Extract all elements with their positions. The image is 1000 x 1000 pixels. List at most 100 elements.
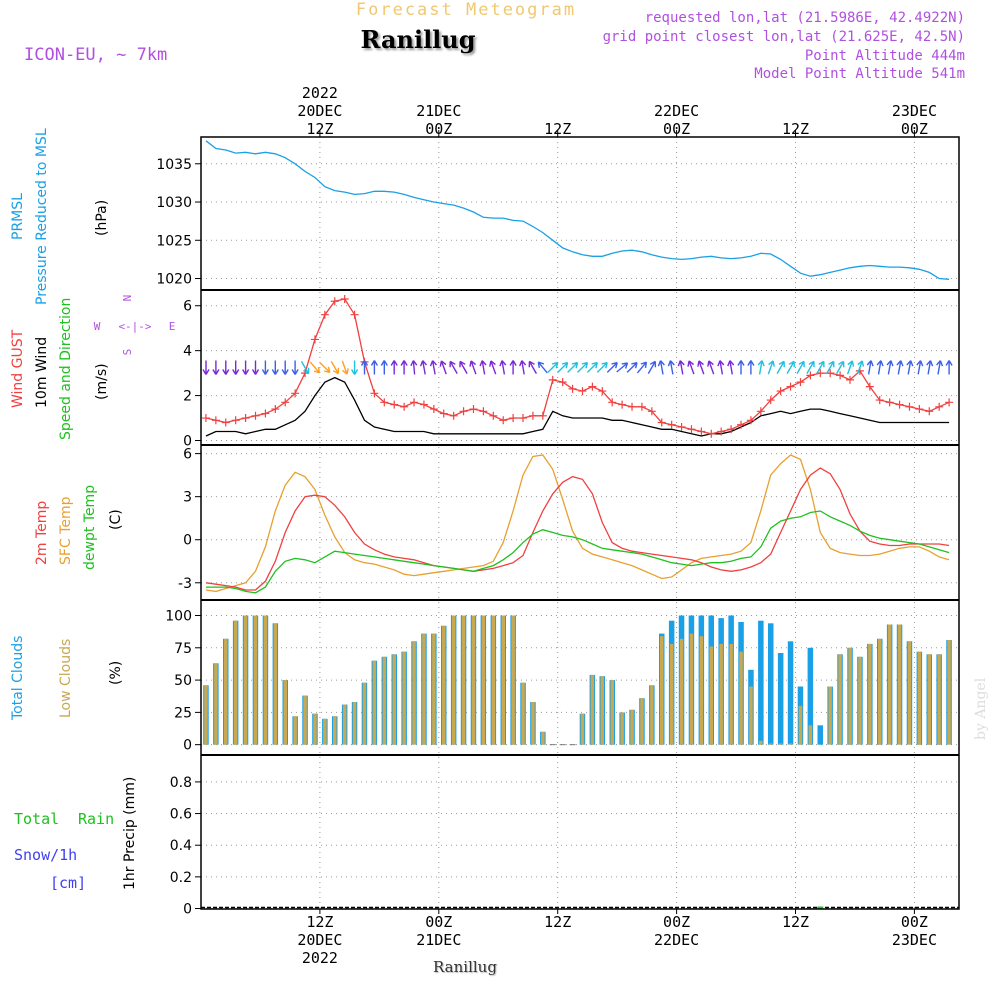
- wind-gust-marker: [697, 427, 706, 436]
- wind-gust-marker: [271, 405, 280, 414]
- wind-direction-arrow: [469, 360, 477, 375]
- time-label-bottom: 00Z: [901, 913, 928, 931]
- low-cloud-bar: [759, 740, 763, 745]
- low-cloud-bar: [917, 651, 922, 745]
- wind-direction-arrow: [687, 360, 695, 375]
- wind-gust-marker: [390, 400, 399, 409]
- low-cloud-bar: [422, 633, 426, 745]
- total-cloud-bar: [807, 647, 814, 745]
- precip-ytick-label: 0.8: [170, 775, 192, 791]
- wind-direction-arrow: [519, 360, 527, 375]
- low-cloud-bar: [887, 624, 892, 745]
- wind-gust-marker: [737, 420, 746, 429]
- wind-gust-marker: [618, 400, 627, 409]
- frame-layer: [200, 136, 960, 910]
- wind-gust-marker: [885, 398, 894, 407]
- wind-gust-marker: [637, 402, 646, 411]
- temp-label-sfc: SFC Temp: [58, 496, 74, 565]
- low-cloud-bar: [224, 638, 228, 745]
- plot-frame: [200, 136, 960, 910]
- pressure-ytick-label: 1030: [156, 195, 192, 211]
- clouds-label-low: Low Clouds: [58, 639, 74, 718]
- precip-unit: 1hr Precip (mm): [122, 777, 138, 890]
- temp-unit: (C): [108, 509, 124, 530]
- axis-layer: 10201025103010350246-3036025507510000.20…: [156, 84, 937, 967]
- cloud-panel-labels: Total Clouds Low Clouds (%): [10, 636, 124, 721]
- wind-gust-marker: [261, 409, 270, 418]
- wind-ytick-label: 2: [183, 389, 192, 405]
- compass-arrows: <-|->: [118, 320, 151, 333]
- wind-gust-marker: [419, 400, 428, 409]
- low-cloud-bar: [293, 716, 297, 745]
- low-cloud-bar: [719, 643, 723, 745]
- low-cloud-bar: [263, 615, 268, 745]
- wind-gust-marker: [330, 297, 339, 306]
- wind-direction-arrow: [757, 360, 765, 375]
- time-label-bottom: 21DEC: [416, 931, 461, 949]
- low-cloud-bar: [798, 705, 803, 745]
- low-cloud-bar: [204, 685, 208, 745]
- wind-panel-labels: Wind GUST 10m Wind Speed and Direction (…: [10, 295, 175, 440]
- time-label-top: 00Z: [425, 120, 452, 138]
- time-label-top: 12Z: [306, 120, 333, 138]
- wind-direction-arrow: [926, 360, 934, 375]
- wind-gust-marker: [291, 389, 300, 398]
- low-cloud-bar: [660, 636, 664, 745]
- dewpt-temp-line: [206, 510, 950, 594]
- low-cloud-bar: [640, 698, 644, 745]
- wind-direction-arrow: [577, 361, 589, 373]
- wind-gust-marker: [538, 411, 547, 420]
- wind-direction-arrow: [846, 360, 855, 375]
- clouds-unit: (%): [108, 661, 124, 685]
- wind-direction-arrow: [626, 361, 638, 373]
- time-label-bottom: 23DEC: [892, 931, 937, 949]
- wind-direction-arrow: [489, 360, 497, 375]
- wind-gust-marker: [201, 414, 210, 423]
- wind-gust-marker: [519, 414, 528, 423]
- wind-unit: (m/s): [94, 363, 110, 400]
- clouds-ytick-label: 100: [165, 609, 192, 625]
- wind-direction-arrow: [479, 360, 487, 375]
- wind-gust-marker: [796, 378, 805, 387]
- wind-direction-arrow: [300, 361, 310, 375]
- wind-direction-arrow: [360, 360, 369, 375]
- low-cloud-bar: [214, 663, 218, 745]
- wind-direction-arrow: [606, 361, 618, 373]
- low-cloud-bar: [243, 615, 248, 745]
- wind-gust-marker: [310, 335, 319, 344]
- wind-gust-marker: [628, 402, 637, 411]
- pressure-unit: (hPa): [94, 200, 110, 236]
- time-label-bottom: 20DEC: [297, 931, 342, 949]
- precip-ytick-label: 0.6: [170, 807, 192, 823]
- low-cloud-bar: [699, 636, 704, 745]
- wind-gust-marker: [231, 416, 240, 425]
- pressure-ytick-label: 1025: [156, 233, 192, 249]
- wind-direction-arrow: [826, 360, 835, 374]
- wind-gust-marker: [489, 411, 498, 420]
- wind-gust-marker: [687, 425, 696, 434]
- wind-gust-marker: [251, 411, 260, 420]
- wind-gust-marker: [568, 384, 577, 393]
- precip-ytick-label: 0.4: [170, 838, 192, 854]
- station-title: Ranillug: [360, 25, 475, 54]
- wind-direction-arrow: [261, 360, 270, 375]
- low-cloud-bar: [907, 641, 912, 745]
- low-cloud-bar: [511, 615, 515, 745]
- wind-gust-marker: [499, 416, 508, 425]
- low-cloud-bar: [947, 640, 951, 745]
- wind-direction-arrow: [945, 360, 953, 375]
- wind-direction-arrow: [419, 360, 428, 375]
- compass-e: E: [169, 320, 176, 333]
- wind-direction-arrow: [319, 362, 331, 374]
- time-label-top: 22DEC: [654, 102, 699, 120]
- precip-label-total: Total: [14, 810, 59, 828]
- wind-direction-arrow: [390, 360, 398, 375]
- low-cloud-bar: [313, 713, 317, 745]
- wind-compass: N W <-|-> E S: [94, 295, 176, 356]
- low-cloud-bar: [372, 660, 377, 745]
- time-label-top: 12Z: [544, 120, 571, 138]
- wind-direction-arrow: [586, 361, 598, 373]
- low-cloud-bar: [323, 718, 327, 745]
- wind-gust-marker: [320, 310, 329, 319]
- wind-direction-arrow: [697, 360, 705, 375]
